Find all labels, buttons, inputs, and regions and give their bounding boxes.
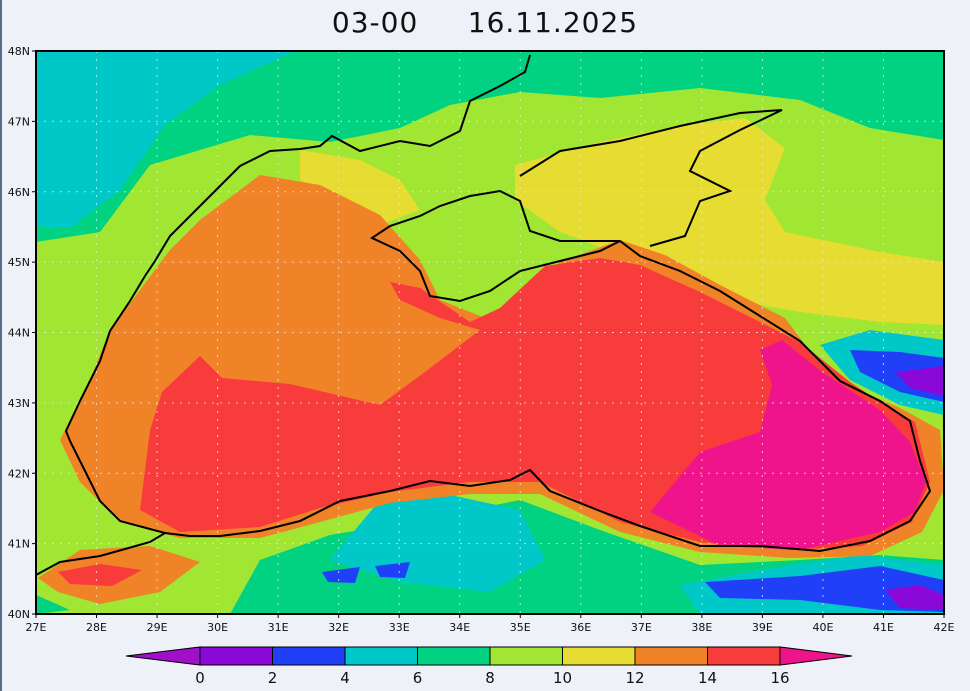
lon-label: 32E [328, 621, 349, 634]
lon-label: 37E [631, 621, 652, 634]
band-2-4-southeast [705, 566, 944, 612]
lon-label: 30E [207, 621, 228, 634]
colorbar-swatch-10_12 [562, 646, 636, 666]
map-title: 03-00 16.11.2025 [331, 6, 639, 39]
lon-label: 27E [26, 621, 47, 634]
colorbar-swatch-4_6 [344, 646, 418, 666]
lon-label: 34E [449, 621, 470, 634]
lat-label: 40N [8, 608, 30, 621]
lat-label: 42N [8, 467, 30, 480]
lon-label: 42E [934, 621, 955, 634]
contour-fill [36, 51, 944, 614]
colorbar-label: 16 [770, 669, 789, 687]
colorbar-label: 12 [625, 669, 644, 687]
lat-label: 41N [8, 538, 30, 551]
coastline [35, 54, 932, 576]
band-2-4-south2 [375, 562, 410, 578]
colorbar-label: 8 [485, 669, 495, 687]
lat-label: 44N [8, 327, 30, 340]
lat-label: 43N [8, 397, 30, 410]
lat-label: 47N [8, 115, 30, 128]
colorbar-label: 10 [553, 669, 572, 687]
lat-label: 48N [8, 45, 30, 58]
lon-label: 31E [268, 621, 289, 634]
lon-label: 33E [389, 621, 410, 634]
lat-label: 46N [8, 186, 30, 199]
lon-label: 35E [510, 621, 531, 634]
band-6-8-southwest [36, 595, 70, 614]
lat-label: 45N [8, 256, 30, 269]
longitude-labels: 27E 28E 29E 30E 31E 32E 33E 34E 35E 36E 37E 38E 39E 4… [26, 614, 955, 634]
colorbar-label: 4 [340, 669, 350, 687]
lon-label: 28E [86, 621, 107, 634]
colorbar-swatch-12_14 [634, 646, 708, 666]
colorbar-above-16 [779, 646, 853, 666]
lon-label: 41E [873, 621, 894, 634]
colorbar-swatch-8_10 [489, 646, 563, 666]
lon-label: 38E [691, 621, 712, 634]
band-above-16 [650, 340, 926, 550]
colorbar-label: 0 [195, 669, 205, 687]
latitude-labels: 48N 47N 46N 45N 44N 43N 42N 41N 40N [8, 45, 36, 621]
colorbar-label: 2 [268, 669, 278, 687]
band-6-8-north [36, 51, 944, 242]
colorbar-swatch-14_16 [707, 646, 781, 666]
lon-label: 36E [570, 621, 591, 634]
colorbar-swatch-6_8 [417, 646, 491, 666]
colorbar-swatch-2_4 [272, 646, 346, 666]
colorbar-swatch-0_2 [199, 646, 273, 666]
gridlines [36, 51, 944, 614]
lon-label: 29E [147, 621, 168, 634]
colorbar-below-0 [125, 646, 201, 666]
lon-label: 39E [752, 621, 773, 634]
band-14-16-turkey [58, 564, 142, 586]
window-edge [0, 0, 2, 691]
colorbar: 0 2 4 6 8 10 12 14 16 [125, 646, 853, 687]
band-0-2-southeast [885, 585, 944, 610]
band-2-4-south [322, 567, 360, 583]
colorbar-label: 6 [413, 669, 423, 687]
band-0-2-east [895, 366, 944, 396]
band-10-12-crimea-west [300, 150, 420, 225]
band-10-12-northeast [515, 118, 944, 325]
band-4-6-northwest [36, 51, 295, 228]
colorbar-label: 14 [698, 669, 717, 687]
lon-label: 40E [812, 621, 833, 634]
